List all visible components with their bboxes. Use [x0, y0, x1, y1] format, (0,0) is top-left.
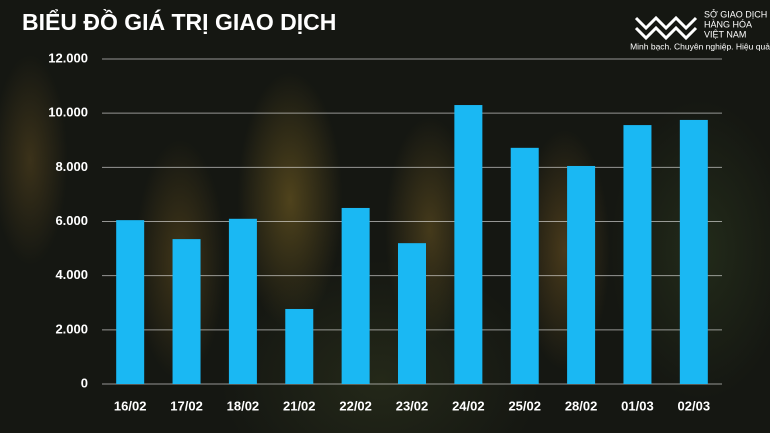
y-tick-label: 0 — [81, 375, 88, 390]
logo-icon — [634, 15, 698, 41]
bar — [285, 308, 314, 384]
logo-line: VIỆT NAM — [704, 29, 746, 39]
x-tick-label: 28/02 — [565, 398, 598, 413]
chart-title: BIỂU ĐỒ GIÁ TRỊ GIAO DỊCH — [22, 8, 336, 35]
y-tick-label: 6.000 — [55, 213, 88, 228]
x-tick-label: 16/02 — [114, 398, 147, 413]
x-tick-label: 17/02 — [170, 398, 203, 413]
y-tick-label: 12.000 — [48, 50, 88, 65]
x-tick-label: 25/02 — [508, 398, 541, 413]
x-tick-label: 21/02 — [283, 398, 316, 413]
x-tick-label: 18/02 — [227, 398, 260, 413]
bar — [679, 119, 708, 384]
bar — [398, 243, 426, 384]
y-tick-label: 10.000 — [48, 105, 88, 120]
y-tick-label: 8.000 — [55, 159, 88, 174]
logo-line: HÀNG HÓA — [704, 19, 752, 29]
bar — [454, 105, 483, 385]
logo-line: SỞ GIAO DỊCH — [704, 8, 767, 19]
x-tick-label: 22/02 — [339, 398, 372, 413]
bar — [623, 125, 652, 384]
x-tick-label: 24/02 — [452, 398, 485, 413]
bar — [341, 207, 370, 384]
logo-tagline: Minh bạch. Chuyên nghiệp. Hiệu quả — [630, 41, 770, 51]
bar — [116, 220, 145, 384]
y-tick-label: 2.000 — [55, 321, 88, 336]
x-tick-label: 23/02 — [396, 398, 429, 413]
bar — [510, 147, 539, 384]
x-tick-label: 01/03 — [621, 398, 654, 413]
bar — [172, 239, 201, 384]
bar — [567, 165, 596, 384]
y-tick-label: 4.000 — [55, 267, 88, 282]
x-tick-label: 02/03 — [678, 398, 711, 413]
bar — [228, 218, 257, 384]
